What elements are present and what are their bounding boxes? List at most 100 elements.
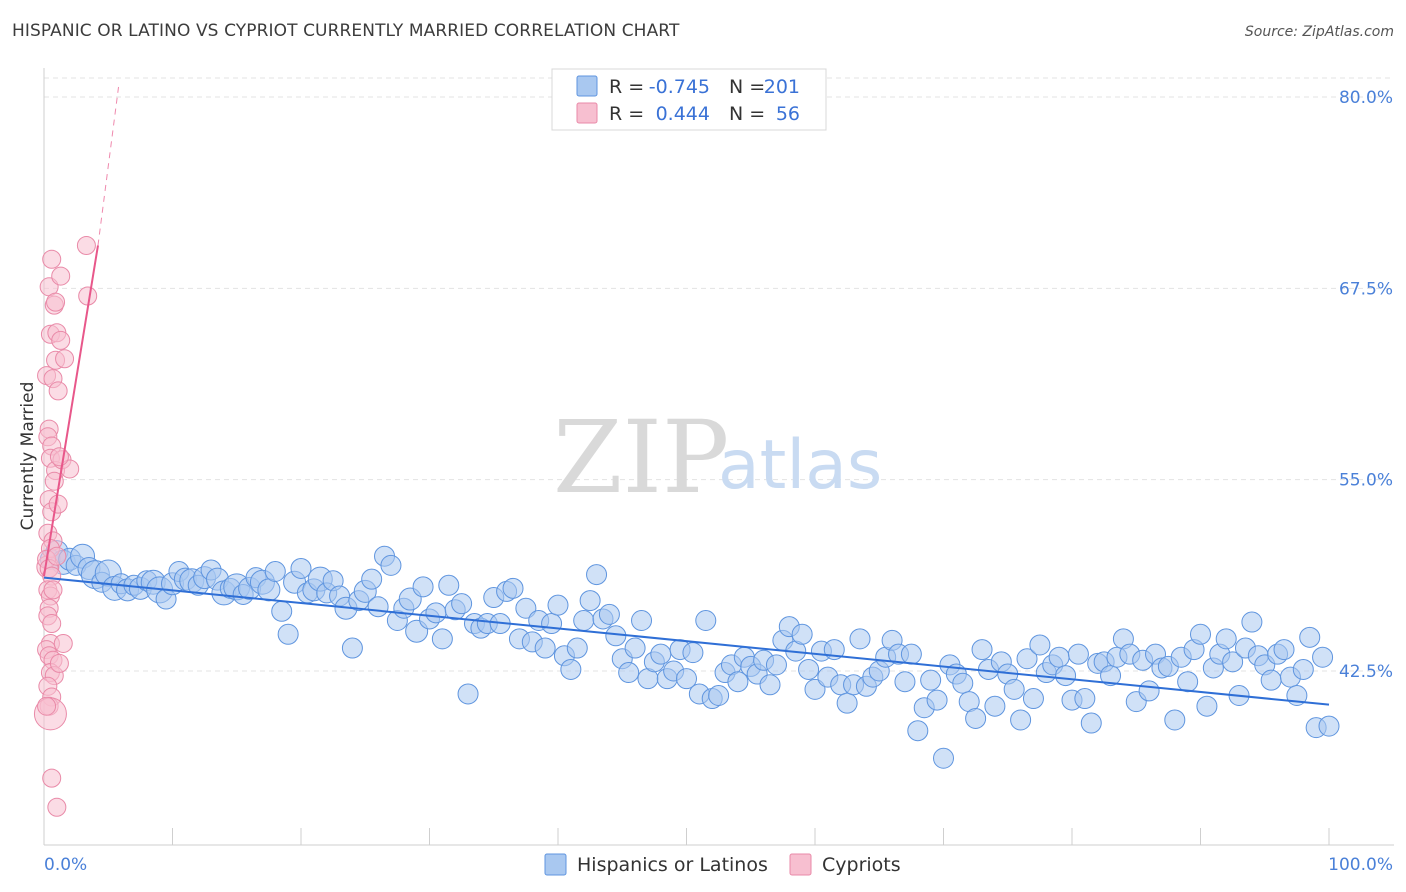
hispanic-point — [1080, 712, 1102, 734]
bottom-legend-label-hispanics: Hispanics or Latinos — [577, 854, 768, 876]
hispanic-point — [727, 671, 749, 693]
hispanic-point — [1292, 658, 1314, 680]
hispanic-point — [598, 603, 620, 625]
x-tick-label-min: 0.0% — [44, 855, 87, 875]
hispanic-point — [1100, 665, 1122, 687]
legend-n-label-2: N = — [729, 103, 765, 125]
hispanic-point — [361, 568, 383, 590]
hispanic-point — [257, 578, 281, 602]
bottom-legend: Hispanics or Latinos Cypriots — [544, 853, 901, 876]
cypriot-point — [42, 768, 62, 788]
legend-r-value-2: 0.444 — [656, 103, 710, 125]
hispanic-point — [1318, 715, 1340, 737]
hispanic-point — [1241, 611, 1263, 633]
hispanic-point — [264, 561, 286, 583]
cypriot-point — [42, 614, 62, 634]
cypriot-point — [48, 494, 68, 514]
y-tick-label-0: 42.5% — [1339, 662, 1393, 682]
cypriot-point — [51, 266, 71, 286]
hispanic-point — [1029, 634, 1051, 656]
hispanic-point — [341, 637, 363, 659]
hispanic-point — [849, 628, 871, 650]
hispanic-point — [573, 609, 595, 631]
hispanic-point — [431, 628, 453, 650]
hispanic-trend-line — [43, 576, 1330, 706]
cypriot-trend-line — [43, 245, 99, 577]
hispanic-point — [1055, 665, 1077, 687]
hispanic-point — [1138, 680, 1160, 702]
cypriot-point — [53, 633, 73, 653]
cypriot-points — [33, 235, 98, 817]
legend-box: R = -0.745 N = 201 R = 0.444 N = 56 — [551, 68, 827, 131]
hispanic-point — [457, 683, 479, 705]
bottom-legend-swatch-blue — [544, 853, 567, 876]
hispanic-points — [39, 540, 1340, 769]
hispanic-point — [618, 662, 640, 684]
hispanic-point — [920, 669, 942, 691]
y-tick-labels: 42.5% 55.0% 67.5% 80.0% — [1339, 88, 1393, 682]
hispanic-point — [451, 593, 473, 615]
hispanic-point — [650, 643, 672, 665]
legend-n-value-1: 201 — [764, 76, 800, 98]
watermark: ZIP atlas — [553, 399, 882, 516]
hispanic-point — [1016, 648, 1038, 670]
x-tick-label-max: 100.0% — [1328, 855, 1393, 875]
legend-frame — [551, 68, 827, 131]
cypriot-point — [37, 696, 57, 716]
hispanic-point — [933, 747, 954, 769]
watermark-atlas: atlas — [718, 426, 882, 505]
cypriot-point — [51, 330, 71, 350]
hispanic-point — [1003, 678, 1025, 700]
cypriot-point — [47, 546, 67, 566]
hispanic-point — [290, 557, 312, 579]
legend-r-label-2: R = — [609, 103, 644, 125]
cypriot-point — [55, 349, 75, 369]
hispanic-point — [965, 707, 987, 729]
hispanic-point — [759, 674, 781, 696]
bottom-legend-swatch-pink — [789, 853, 812, 876]
hispanic-point — [1022, 688, 1044, 710]
hispanic-point — [541, 613, 563, 635]
hispanic-point — [579, 590, 601, 612]
hispanic-point — [1299, 626, 1321, 648]
chart-title: HISPANIC OR LATINO VS CYPRIOT CURRENTLY … — [12, 21, 680, 41]
hispanic-point — [367, 596, 389, 618]
hispanic-point — [907, 720, 929, 742]
cypriot-point — [42, 249, 62, 269]
hispanic-point — [438, 574, 460, 596]
cypriot-point — [48, 381, 68, 401]
hispanic-point — [804, 678, 826, 700]
legend-r-value-1: -0.745 — [649, 76, 710, 98]
trend-lines — [43, 86, 1330, 706]
hispanic-point — [380, 554, 402, 576]
bottom-legend-label-cypriots: Cypriots — [822, 854, 901, 876]
hispanic-point — [984, 695, 1006, 717]
hispanic-point — [1222, 651, 1244, 673]
y-tick-label-3: 80.0% — [1339, 88, 1393, 108]
legend-r-label-1: R = — [609, 76, 644, 98]
y-axis-label: Currently Married — [18, 382, 38, 531]
hispanic-point — [425, 602, 447, 624]
hispanic-point — [1010, 709, 1032, 731]
cypriot-point — [49, 447, 69, 467]
hispanic-point — [624, 637, 646, 659]
hispanic-point — [798, 658, 820, 680]
hispanic-point — [1177, 671, 1199, 693]
x-ticks — [172, 828, 1330, 845]
cypriot-point — [76, 235, 96, 255]
legend-n-value-2: 56 — [776, 103, 800, 125]
hispanic-point — [1164, 709, 1186, 731]
hispanic-point — [1215, 628, 1237, 650]
legend-n-label-1: N = — [729, 76, 765, 98]
source-credit: Source: ZipAtlas.com — [1244, 24, 1394, 40]
watermark-zip: ZIP — [553, 399, 729, 516]
legend-swatch-pink — [576, 102, 598, 124]
hispanic-point — [1273, 639, 1295, 661]
hispanic-point — [502, 577, 524, 599]
cypriot-point — [47, 797, 67, 817]
hispanic-point — [1312, 646, 1334, 668]
cypriot-trend-extension — [97, 86, 120, 246]
hispanic-point — [586, 564, 608, 586]
y-tick-label-2: 67.5% — [1339, 279, 1393, 299]
